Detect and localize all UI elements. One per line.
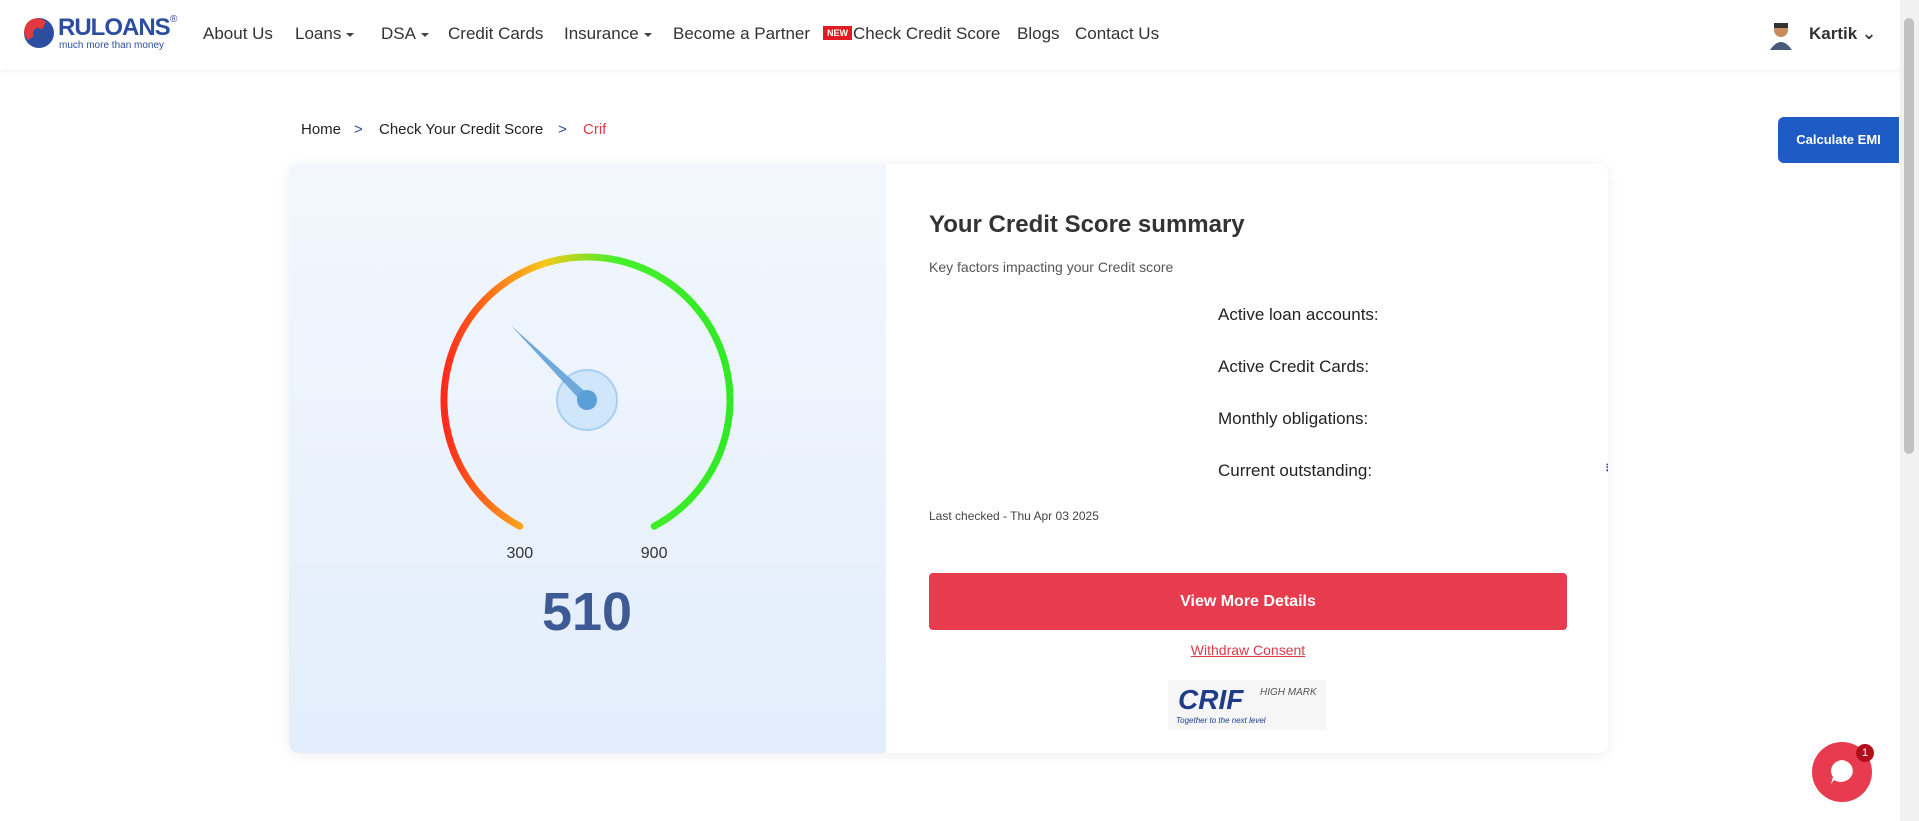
nav-dropdown[interactable]: Insurance (564, 24, 652, 44)
crif-sub: HIGH MARK (1260, 687, 1317, 698)
nav-link[interactable]: About Us (203, 24, 273, 43)
user-name: Kartik (1809, 24, 1858, 43)
last-checked: Last checked - Thu Apr 03 2025 (929, 509, 1099, 523)
gauge-min-label: 300 (507, 545, 534, 562)
chat-badge: 1 (1856, 744, 1874, 762)
view-details-button[interactable]: View More Details (929, 573, 1567, 630)
row-label: Active Credit Cards: (1218, 357, 1370, 376)
new-badge: NEW (823, 26, 852, 40)
summary-row: Monthly obligations:₹ 6,219 (1218, 409, 1608, 429)
score-value: 510 (542, 582, 632, 642)
chat-icon (1831, 760, 1853, 784)
summary-row: Current outstanding: ₹ 1,12,525 (1218, 461, 1608, 481)
gauge-panel: 300 900 510 (289, 164, 886, 753)
breadcrumb-link[interactable]: Home (301, 121, 342, 138)
crif-logo: CRIF HIGH MARK Together to the next leve… (1168, 680, 1326, 730)
avatar[interactable] (1768, 20, 1794, 50)
withdraw-consent-link[interactable]: Withdraw Consent (1190, 642, 1306, 658)
crif-tagline: Together to the next level (1176, 716, 1266, 725)
nav-dropdown[interactable]: DSA (381, 24, 429, 44)
row-label: Active loan accounts: (1218, 305, 1379, 324)
user-menu[interactable]: Kartik ⌄ (1809, 24, 1877, 43)
row-label: Current outstanding: (1218, 461, 1373, 480)
nav-link[interactable]: Credit Cards (448, 24, 544, 43)
nav-link[interactable]: Become a Partner (673, 24, 811, 43)
nav-link[interactable]: Check Credit Score (853, 24, 1001, 43)
summary-title: Your Credit Score summary (929, 211, 1245, 238)
summary-row: Active Credit Cards:0 (1218, 357, 1608, 377)
logo-icon (24, 18, 54, 48)
gauge-max-label: 900 (641, 545, 668, 562)
gauge-needle (510, 325, 591, 404)
breadcrumb-link[interactable]: Check Your Credit Score (379, 121, 544, 138)
gauge-arc (440, 253, 734, 530)
logo-registered: ® (170, 14, 178, 25)
logo-brand: RULOANS (58, 14, 171, 41)
nav-link[interactable]: Contact Us (1075, 24, 1160, 43)
breadcrumb-current: Crif (583, 121, 607, 138)
breadcrumb-separator: > (354, 121, 363, 138)
nav-dropdown[interactable]: Loans (295, 24, 354, 44)
gauge-center (577, 390, 597, 410)
scrollbar-thumb[interactable] (1904, 18, 1914, 454)
gauge: 300 900 510 (440, 253, 734, 642)
summary-subtitle: Key factors impacting your Credit score (929, 259, 1174, 275)
crif-name: CRIF (1178, 684, 1244, 715)
navbar: RULOANS ® much more than money About Us … (0, 0, 1900, 70)
nav-link[interactable]: Blogs (1017, 24, 1060, 43)
calculate-emi-button[interactable]: Calculate EMI (1778, 117, 1899, 163)
scrollbar (1900, 0, 1919, 821)
score-card: 300 900 510 Your Credit Score summary Key … (289, 164, 1608, 753)
row-value: ₹ 1,12,525 (1605, 461, 1608, 481)
row-label: Monthly obligations: (1218, 409, 1369, 428)
summary-row: Active loan accounts:3 (1218, 305, 1608, 325)
logo-tagline: much more than money (59, 40, 165, 51)
breadcrumb-separator: > (558, 121, 567, 138)
